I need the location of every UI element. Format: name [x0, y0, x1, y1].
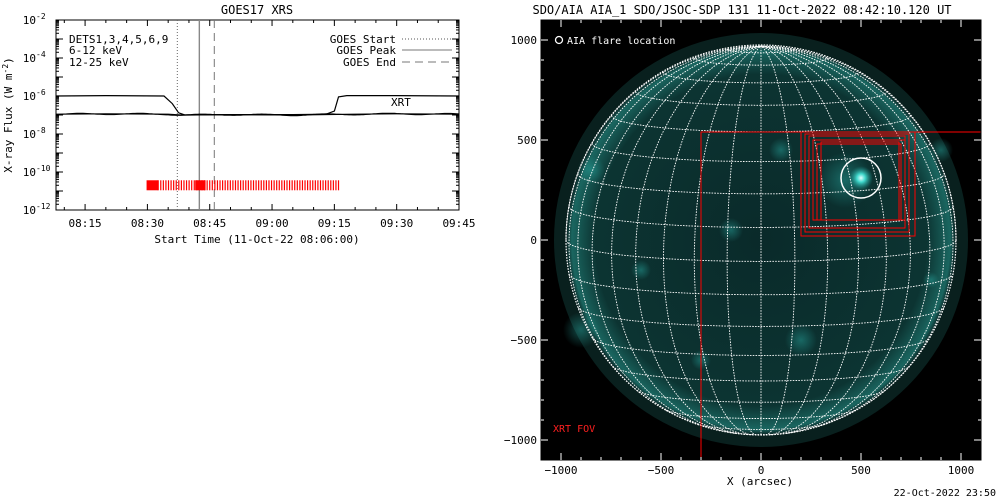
- goes-series-noise: [55, 112, 460, 117]
- goes-y-tick-label: 10: [23, 52, 36, 65]
- xrt-fov-label: XRT FOV: [553, 424, 595, 435]
- goes-x-axis-ticks: 08:15 08:30 08:45 09:00 09:15 09:30 09:45: [63, 20, 476, 230]
- aia-image-body: [554, 33, 981, 460]
- legend-goes-start-label: GOES Start: [330, 33, 396, 46]
- plot-timestamp: 22-Oct-2022 23:50: [894, 488, 996, 499]
- goes-x-tick-label: 09:00: [255, 217, 288, 230]
- aia-x-tick-label: −500: [648, 464, 675, 477]
- goes-high-energy-label: 12-25 keV: [69, 56, 129, 69]
- latitude-line: [697, 423, 825, 430]
- aia-chart-title: SDO/AIA AIA_1 SDO/JSOC-SDP 131 11-Oct-20…: [532, 3, 951, 17]
- longitude-line: [760, 45, 911, 434]
- aia-x-axis-label: X (arcsec): [727, 475, 793, 488]
- goes-y-tick-label: 10: [23, 90, 36, 103]
- aia-x-tick-label: 1000: [948, 464, 975, 477]
- solar-limb: [565, 44, 957, 436]
- emission-patch: [785, 324, 817, 356]
- emission-patch: [817, 152, 873, 208]
- latitude-line: [577, 307, 945, 327]
- flare-location-circle: [840, 157, 882, 199]
- flare-emission: [849, 166, 873, 190]
- goes-series-group: [55, 94, 460, 117]
- aia-flare-legend: AIA flare location: [554, 35, 675, 47]
- goes-detector-label: DETS1,3,4,5,6,9: [69, 33, 168, 46]
- goes-y-axis-label-sup: -2: [1, 64, 10, 74]
- goes-y-tick-exponent: -10: [36, 164, 51, 173]
- longitude-line: [760, 45, 796, 436]
- emission-patch: [769, 138, 793, 162]
- goes-y-tick-label: 10: [23, 204, 36, 217]
- legend-goes-end-label: GOES End: [343, 56, 396, 69]
- aia-y-tick-label: −500: [511, 334, 538, 347]
- longitude-line: [663, 45, 762, 435]
- goes-legend: GOES Start GOES Peak GOES End: [330, 33, 452, 69]
- latitude-line: [568, 274, 954, 296]
- xrt-fov-box-6: [820, 141, 900, 221]
- longitude-line: [611, 45, 762, 434]
- aia-x-tick-label: −1000: [544, 464, 577, 477]
- longitude-line: [591, 45, 762, 432]
- goes-y-tick-exponent: -8: [36, 126, 46, 135]
- xrt-bar-dense-peak: [195, 180, 206, 191]
- xrt-coverage-bar: [146, 180, 340, 191]
- goes-x-tick-label: 09:30: [380, 217, 413, 230]
- emission-patch: [563, 312, 599, 348]
- goes-x-tick-label: 09:15: [318, 217, 351, 230]
- goes-x-tick-label: 09:45: [442, 217, 475, 230]
- longitude-line: [693, 45, 762, 436]
- aia-y-tick-label: 0: [530, 234, 537, 247]
- legend-goes-peak-label: GOES Peak: [336, 44, 396, 57]
- flare-legend-marker: [554, 35, 564, 45]
- goes-y-tick-label: 10: [23, 14, 36, 27]
- longitude-line: [565, 45, 762, 241]
- goes-x-tick-label: 08:45: [193, 217, 226, 230]
- latitude-line: [636, 390, 886, 403]
- goes-y-tick-exponent: -4: [36, 50, 46, 59]
- flare-legend-label: AIA flare location: [567, 36, 675, 47]
- emission-patch: [577, 156, 605, 184]
- goes-chart-title: GOES17 XRS: [221, 3, 293, 17]
- latitude-line: [665, 409, 857, 420]
- goes-y-tick-exponent: -6: [36, 88, 46, 97]
- goes-instrument-labels: DETS1,3,4,5,6,9 6-12 keV 12-25 keV: [69, 33, 168, 69]
- goes-y-axis-label: X-ray Flux (W m-2): [1, 57, 15, 173]
- longitude-line: [760, 45, 829, 436]
- goes-y-tick-exponent: -12: [36, 202, 51, 211]
- goes-y-tick-label: 10: [23, 128, 36, 141]
- emission-patch: [929, 138, 953, 162]
- longitude-line: [635, 45, 762, 435]
- aia-axis-ticks: −1000 −500 0 500 1000 −1000 −500 0 500 1000: [504, 20, 981, 477]
- goes-y-tick-label: 10: [23, 166, 36, 179]
- aia-y-tick-label: 500: [517, 134, 537, 147]
- goes-y-axis-label-main: X-ray Flux (W m: [2, 73, 15, 173]
- xrt-fov-box-1: [800, 131, 916, 237]
- goes-y-tick-exponent: -2: [36, 12, 46, 21]
- emission-patch: [923, 272, 939, 288]
- longitude-line: [726, 45, 762, 436]
- emission-patch: [631, 260, 651, 280]
- latitude-line: [612, 365, 910, 382]
- goes-x-tick-label: 08:30: [131, 217, 164, 230]
- longitude-line: [760, 45, 931, 432]
- goes-low-energy-label: 6-12 keV: [69, 44, 122, 57]
- xrt-fov-box-2: [804, 133, 910, 233]
- latitude-line: [592, 337, 930, 356]
- goes-x-axis-label: Start Time (11-Oct-22 08:06:00): [154, 233, 359, 246]
- aia-x-tick-label: 500: [851, 464, 871, 477]
- aia-x-tick-label: 0: [758, 464, 765, 477]
- aia-y-tick-label: −1000: [504, 434, 537, 447]
- xrt-curve-label: XRT: [391, 96, 411, 109]
- xrt-bar-dense: [146, 180, 159, 191]
- goes-y-axis-label-end: ): [2, 57, 15, 64]
- aia-solar-image-chart: SDO/AIA AIA_1 SDO/JSOC-SDP 131 11-Oct-20…: [504, 3, 982, 488]
- longitude-line: [760, 45, 887, 435]
- emission-patch: [719, 218, 743, 242]
- goes-x-tick-label: 08:15: [69, 217, 102, 230]
- aia-y-tick-label: 1000: [511, 34, 538, 47]
- longitude-line: [760, 45, 859, 435]
